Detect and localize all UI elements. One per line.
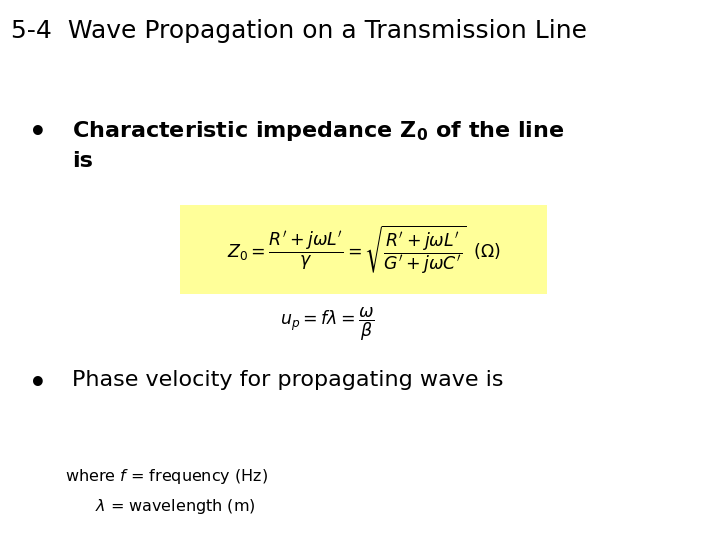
Text: Characteristic impedance $\mathbf{Z_0}$ of the line
is: Characteristic impedance $\mathbf{Z_0}$ …: [72, 119, 564, 171]
Text: Phase velocity for propagating wave is: Phase velocity for propagating wave is: [72, 370, 503, 390]
FancyBboxPatch shape: [180, 205, 547, 294]
Text: •: •: [29, 370, 47, 398]
Text: where $f$ = frequency (Hz)
      $\lambda$ = wavelength (m): where $f$ = frequency (Hz) $\lambda$ = w…: [65, 467, 268, 516]
Text: •: •: [29, 119, 47, 147]
Text: 5-4  Wave Propagation on a Transmission Line: 5-4 Wave Propagation on a Transmission L…: [11, 19, 587, 43]
Text: $u_p = f\lambda = \dfrac{\omega}{\beta}$: $u_p = f\lambda = \dfrac{\omega}{\beta}$: [280, 305, 375, 342]
Text: $Z_0 = \dfrac{R'+j\omega L'}{\gamma} = \sqrt{\dfrac{R'+j\omega L'}{G'+j\omega C': $Z_0 = \dfrac{R'+j\omega L'}{\gamma} = \…: [227, 223, 500, 276]
